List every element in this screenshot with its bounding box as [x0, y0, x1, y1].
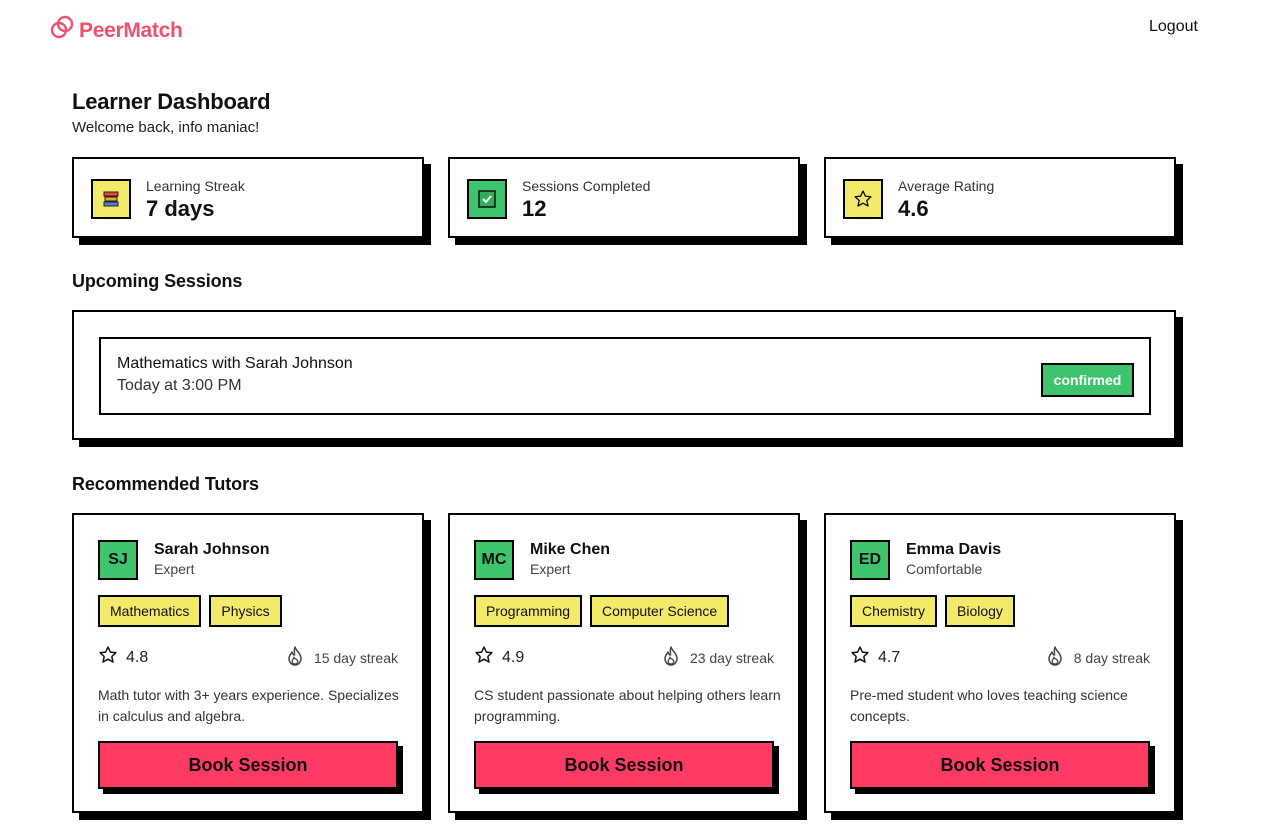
tutor-bio: CS student passionate about helping othe…: [474, 687, 781, 724]
tutor-level: Expert: [530, 561, 571, 577]
book-session-button[interactable]: Book Session: [850, 741, 1150, 789]
upcoming-sessions-heading: Upcoming Sessions: [72, 271, 243, 291]
rating-value: 4.8: [126, 648, 149, 666]
tutor-rating: 4.7: [850, 645, 900, 670]
stat-card-sessions-completed: Sessions Completed 12: [448, 157, 800, 238]
subject-tag[interactable]: Programming: [474, 595, 583, 627]
avatar: SJ: [98, 540, 138, 580]
flame-icon: [286, 646, 314, 669]
stat-value: 12: [522, 196, 547, 221]
flame-icon: [662, 646, 690, 669]
subject-tag[interactable]: Chemistry: [850, 595, 938, 627]
linked-rings-icon: [50, 15, 74, 46]
subject-tag[interactable]: Physics: [209, 595, 282, 627]
stat-label: Average Rating: [898, 178, 995, 194]
subject-tags: Programming Computer Science: [474, 595, 737, 627]
subject-tag[interactable]: Biology: [945, 595, 1015, 627]
stat-label: Sessions Completed: [522, 178, 651, 194]
welcome-message: Welcome back, info maniac!: [72, 119, 260, 136]
page-title: Learner Dashboard: [72, 89, 271, 114]
streak-text: 15 day streak: [313, 649, 398, 666]
top-nav: PeerMatch Logout: [0, 0, 1278, 58]
tutor-name: Sarah Johnson: [154, 541, 270, 558]
tutor-card: MC Mike Chen Expert Programming Computer…: [448, 513, 800, 813]
subject-tags: Mathematics Physics: [98, 595, 290, 627]
tutor-level: Comfortable: [906, 561, 983, 577]
star-outline-icon: [474, 645, 502, 670]
tutor-name: Emma Davis: [906, 541, 1002, 558]
session-item[interactable]: Mathematics with Sarah Johnson Today at …: [99, 337, 1151, 415]
stat-label: Learning Streak: [146, 178, 245, 194]
tutor-level: Expert: [154, 561, 195, 577]
upcoming-sessions-panel: Mathematics with Sarah Johnson Today at …: [72, 310, 1176, 440]
avatar: MC: [474, 540, 514, 580]
tutor-bio: Pre-med student who loves teaching scien…: [850, 687, 1128, 724]
status-badge: confirmed: [1041, 363, 1134, 397]
streak-text: 23 day streak: [689, 649, 774, 666]
streak-text: 8 day streak: [1073, 649, 1150, 666]
star-outline-icon: [850, 645, 878, 670]
session-time: Today at 3:00 PM: [117, 377, 242, 394]
brand-logo[interactable]: PeerMatch: [50, 15, 183, 46]
book-session-button[interactable]: Book Session: [474, 741, 774, 789]
tutor-card: SJ Sarah Johnson Expert Mathematics Phys…: [72, 513, 424, 813]
tutor-streak: 15 day streak: [286, 646, 398, 669]
book-session-button[interactable]: Book Session: [98, 741, 398, 789]
session-title: Mathematics with Sarah Johnson: [117, 355, 353, 372]
tutor-bio: Math tutor with 3+ years experience. Spe…: [98, 687, 399, 724]
tutor-rating: 4.8: [98, 645, 148, 670]
star-icon: [843, 179, 883, 219]
rating-value: 4.9: [502, 648, 525, 666]
logout-link[interactable]: Logout: [1149, 18, 1198, 35]
books-icon: [91, 179, 131, 219]
stat-value: 7 days: [146, 196, 215, 221]
flame-icon: [1046, 646, 1074, 669]
subject-tag[interactable]: Computer Science: [590, 595, 730, 627]
tutor-name: Mike Chen: [530, 541, 611, 558]
subject-tag[interactable]: Mathematics: [98, 595, 202, 627]
stat-card-average-rating: Average Rating 4.6: [824, 157, 1176, 238]
tutor-rating: 4.9: [474, 645, 524, 670]
checkbox-icon: [467, 179, 507, 219]
tutor-card: ED Emma Davis Comfortable Chemistry Biol…: [824, 513, 1176, 813]
rating-value: 4.7: [878, 648, 901, 666]
stat-card-learning-streak: Learning Streak 7 days: [72, 157, 424, 238]
tutor-streak: 23 day streak: [662, 646, 774, 669]
brand-name: PeerMatch: [79, 18, 183, 42]
tutor-streak: 8 day streak: [1046, 646, 1150, 669]
stat-value: 4.6: [898, 196, 929, 221]
avatar: ED: [850, 540, 890, 580]
subject-tags: Chemistry Biology: [850, 595, 1023, 627]
star-outline-icon: [98, 645, 126, 670]
recommended-tutors-heading: Recommended Tutors: [72, 474, 259, 494]
